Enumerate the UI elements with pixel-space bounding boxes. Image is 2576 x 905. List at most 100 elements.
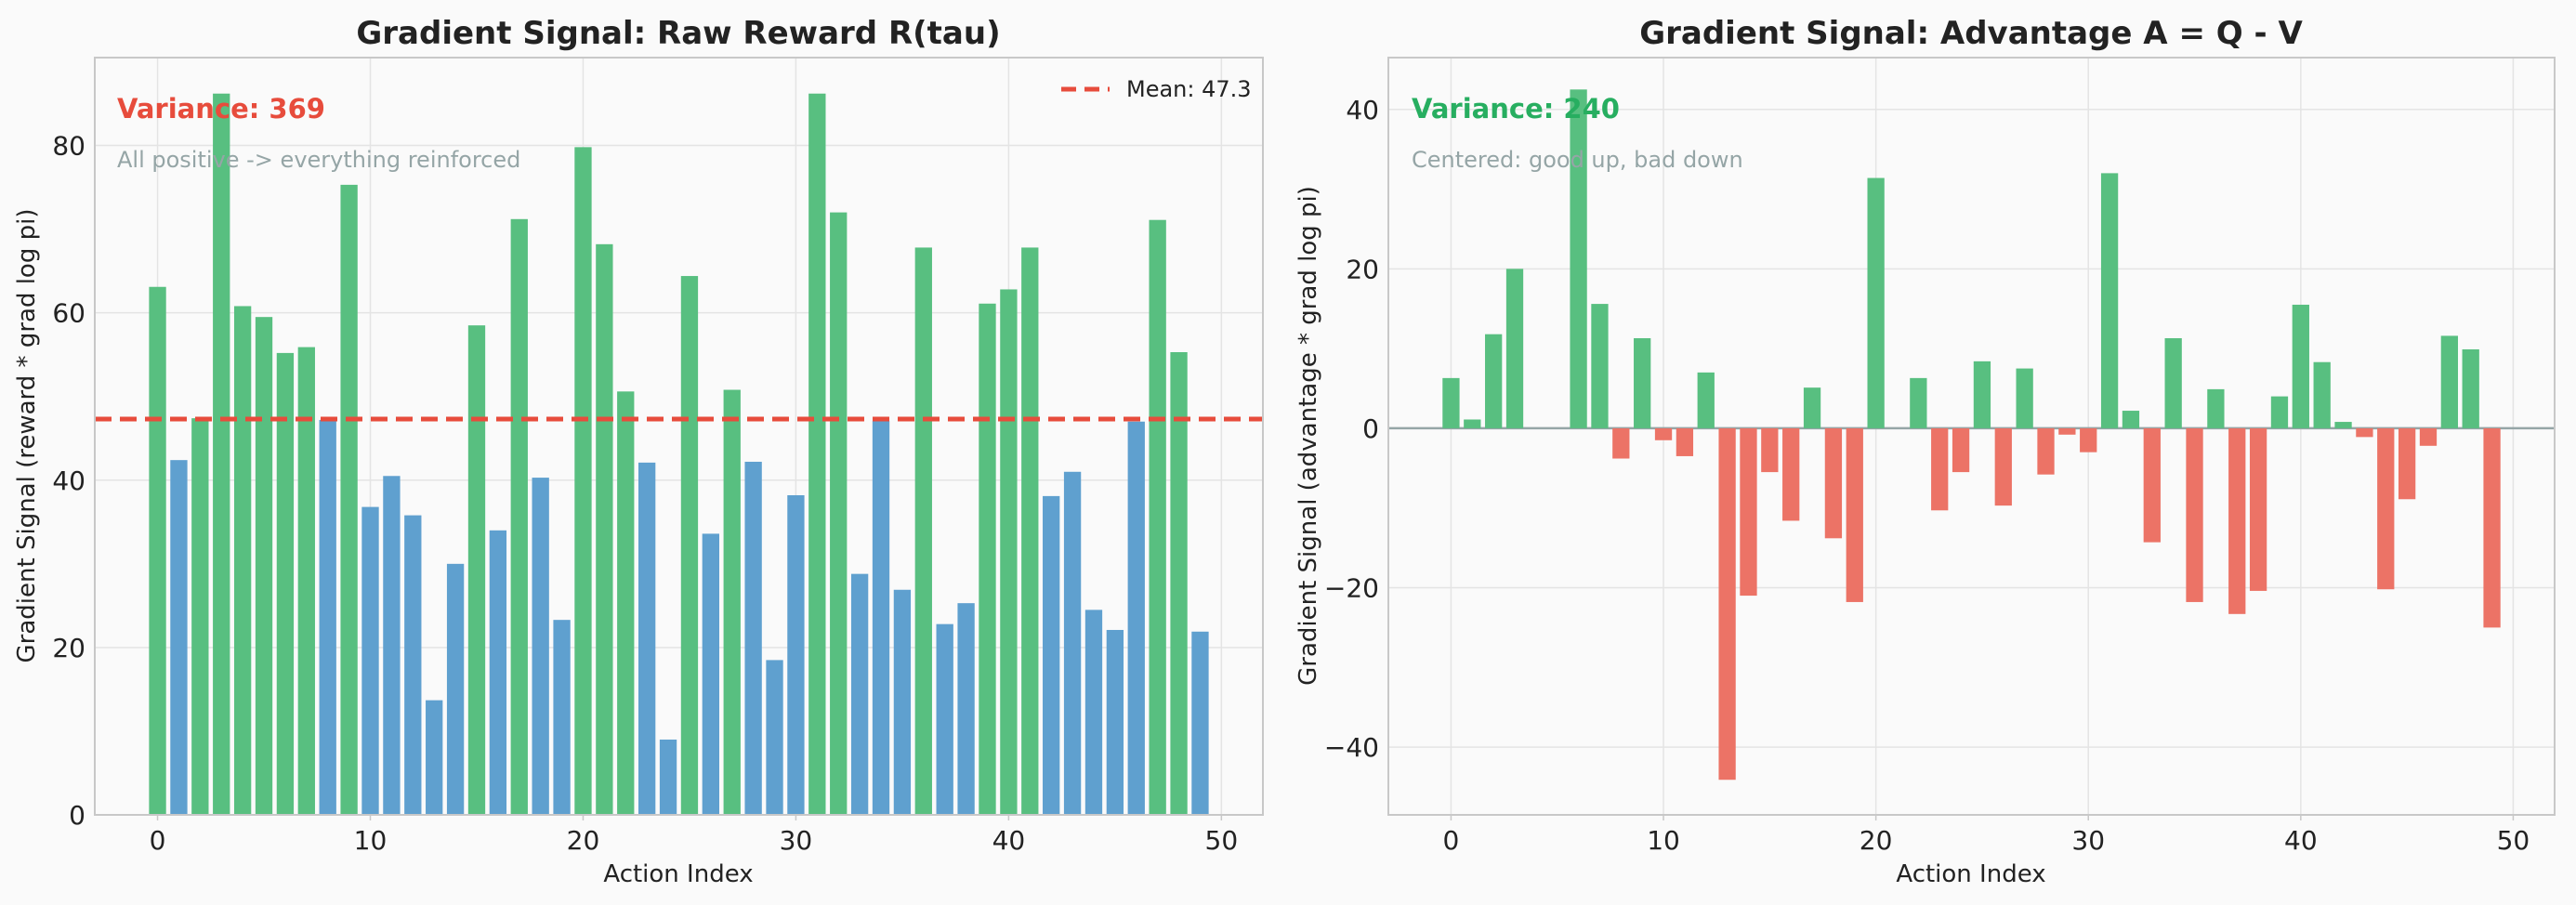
advantage-note-text: Centered: good up, bad down xyxy=(1412,147,1743,173)
advantage-bar-9 xyxy=(1634,337,1651,428)
legend-mean-label: Mean: 47.3 xyxy=(1126,76,1252,102)
raw-reward-bar-18 xyxy=(532,478,549,815)
raw-reward-bar-23 xyxy=(637,462,656,815)
advantage-bar-42 xyxy=(2334,422,2352,428)
raw-reward-bar-1 xyxy=(170,460,188,815)
advantage-y-tick-label: 40 xyxy=(1346,95,1379,125)
raw-reward-bar-41 xyxy=(1021,247,1039,815)
advantage-variance-text: Variance: 240 xyxy=(1412,93,1620,125)
advantage-bar-15 xyxy=(1761,427,1779,473)
advantage-title: Gradient Signal: Advantage A = Q - V xyxy=(1639,15,2303,52)
advantage-bars xyxy=(1442,89,2501,780)
raw-reward-bar-20 xyxy=(574,147,592,815)
advantage-x-tick-label: 0 xyxy=(1443,825,1460,856)
raw-reward-bar-9 xyxy=(340,184,358,815)
advantage-x-axis-label: Action Index xyxy=(1896,860,2045,888)
advantage-bar-19 xyxy=(1846,427,1863,602)
raw-reward-panel: Gradient Signal: Raw Reward R(tau) 0 10 20… xyxy=(13,15,1264,888)
raw-reward-bar-15 xyxy=(467,325,486,816)
advantage-bar-37 xyxy=(2228,427,2246,614)
raw-reward-bar-36 xyxy=(914,247,932,815)
advantage-bar-33 xyxy=(2143,427,2161,543)
advantage-bar-49 xyxy=(2483,427,2501,628)
raw-reward-bars xyxy=(149,93,1209,816)
raw-reward-bar-39 xyxy=(979,303,996,815)
advantage-y-tick-label: −20 xyxy=(1324,573,1379,604)
raw-reward-bar-48 xyxy=(1170,351,1188,815)
raw-reward-bar-14 xyxy=(446,563,465,815)
advantage-bar-18 xyxy=(1824,427,1843,539)
raw-reward-bar-19 xyxy=(553,620,571,815)
advantage-plot-frame xyxy=(1387,57,2556,816)
raw-reward-bar-17 xyxy=(510,218,528,815)
raw-reward-y-axis-label: Gradient Signal (reward * grad log pi) xyxy=(13,209,41,663)
raw-reward-bar-47 xyxy=(1149,219,1166,816)
raw-reward-bar-2 xyxy=(191,418,209,815)
advantage-bar-14 xyxy=(1740,427,1757,597)
raw-reward-bar-40 xyxy=(1000,289,1018,816)
raw-reward-note-text: All positive -> everything reinforced xyxy=(117,147,520,173)
raw-reward-bar-29 xyxy=(766,660,783,815)
advantage-bar-1 xyxy=(1464,419,1481,428)
raw-reward-bar-6 xyxy=(276,352,295,815)
advantage-bar-12 xyxy=(1697,372,1715,428)
advantage-bar-22 xyxy=(1910,377,1927,428)
advantage-bar-40 xyxy=(2292,304,2309,428)
advantage-x-tick-label: 40 xyxy=(2284,825,2318,856)
advantage-bar-46 xyxy=(2419,427,2438,446)
raw-reward-x-tick-label: 30 xyxy=(780,825,813,856)
raw-reward-x-tick-label: 20 xyxy=(567,825,600,856)
raw-reward-bar-33 xyxy=(850,573,869,815)
advantage-bar-38 xyxy=(2249,427,2267,591)
raw-reward-bar-10 xyxy=(361,506,379,815)
raw-reward-bar-31 xyxy=(808,93,826,815)
advantage-y-tick-label: 0 xyxy=(1362,413,1379,444)
raw-reward-bar-16 xyxy=(489,530,507,815)
raw-reward-bar-27 xyxy=(723,389,741,815)
raw-reward-bar-45 xyxy=(1106,629,1124,815)
raw-reward-x-tick-label: 0 xyxy=(150,825,166,856)
raw-reward-bar-38 xyxy=(957,603,975,815)
advantage-bar-17 xyxy=(1803,387,1821,428)
advantage-bar-11 xyxy=(1676,427,1694,456)
raw-reward-title: Gradient Signal: Raw Reward R(tau) xyxy=(356,15,1000,52)
advantage-bar-43 xyxy=(2356,427,2373,438)
raw-reward-bar-28 xyxy=(744,461,762,815)
advantage-y-tick-label: −40 xyxy=(1324,732,1379,763)
advantage-x-tick-label: 50 xyxy=(2497,825,2530,856)
raw-reward-bar-3 xyxy=(213,93,230,815)
advantage-bar-27 xyxy=(2016,368,2033,428)
raw-reward-y-tick-label: 0 xyxy=(69,800,85,831)
advantage-bar-20 xyxy=(1867,177,1885,428)
raw-reward-y-tick-label: 40 xyxy=(52,466,85,496)
advantage-bar-39 xyxy=(2270,396,2289,428)
raw-reward-bar-35 xyxy=(893,589,912,815)
raw-reward-bar-11 xyxy=(383,476,401,815)
raw-reward-bar-12 xyxy=(404,515,422,815)
raw-reward-bar-34 xyxy=(872,420,890,815)
advantage-bar-48 xyxy=(2462,348,2479,428)
advantage-bar-2 xyxy=(1485,334,1503,428)
raw-reward-bar-21 xyxy=(596,243,613,815)
advantage-x-tick-label: 20 xyxy=(1860,825,1893,856)
advantage-bar-7 xyxy=(1591,304,1609,428)
raw-reward-legend: Mean: 47.3 xyxy=(1061,76,1252,102)
advantage-bar-30 xyxy=(2080,427,2097,452)
raw-reward-bar-13 xyxy=(426,700,443,815)
raw-reward-bar-8 xyxy=(319,419,336,815)
raw-reward-bar-37 xyxy=(936,623,953,815)
advantage-bar-10 xyxy=(1654,427,1673,440)
raw-reward-bar-32 xyxy=(830,212,848,816)
advantage-bar-25 xyxy=(1973,361,1991,428)
advantage-bar-34 xyxy=(2164,337,2182,428)
raw-reward-bar-24 xyxy=(659,739,677,815)
advantage-bar-0 xyxy=(1442,377,1460,428)
raw-reward-bar-30 xyxy=(787,494,805,815)
advantage-x-tick-label: 10 xyxy=(1647,825,1680,856)
advantage-bar-3 xyxy=(1505,269,1524,428)
raw-reward-bar-0 xyxy=(149,286,166,816)
raw-reward-bar-26 xyxy=(702,533,720,815)
advantage-bar-44 xyxy=(2377,427,2395,590)
advantage-bar-6 xyxy=(1570,89,1587,428)
